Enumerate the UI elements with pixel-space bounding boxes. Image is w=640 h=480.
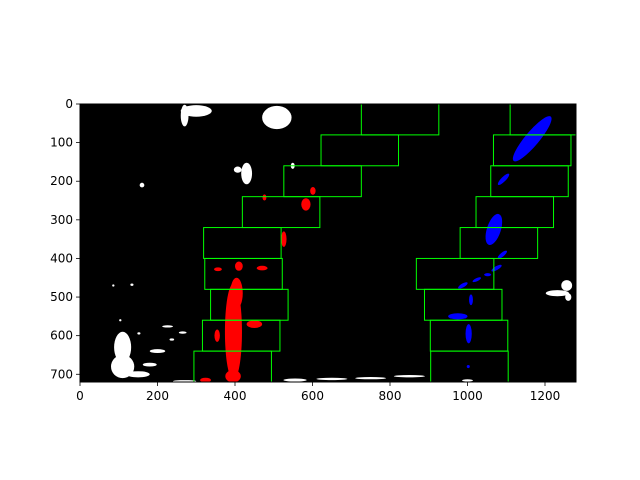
y-tick-label: 500 bbox=[50, 290, 73, 304]
noise-pixel-blob bbox=[565, 293, 572, 301]
right-lane-pixel-blob bbox=[458, 282, 468, 289]
right-lane-pixel-blob bbox=[484, 273, 492, 277]
window-layer bbox=[193, 104, 576, 382]
left-lane-pixel-blob bbox=[281, 231, 287, 247]
noise-pixel-blob bbox=[162, 325, 173, 328]
noise-pixel-blob bbox=[130, 283, 134, 286]
right-lane-pixel-blob bbox=[466, 365, 470, 369]
noise-pixel-blob bbox=[233, 166, 242, 173]
right-lane-search-window bbox=[509, 104, 576, 136]
noise-pixel-blob bbox=[139, 182, 145, 188]
noise-pixel-blob bbox=[114, 331, 132, 363]
right-lane-pixel-blob bbox=[469, 294, 473, 306]
right-lane-pixel-blob bbox=[448, 313, 468, 320]
left-lane-pixel-blob bbox=[301, 198, 311, 211]
noise-pixel-blob bbox=[111, 354, 135, 379]
left-lane-layer bbox=[200, 187, 316, 382]
x-tick-label: 1000 bbox=[452, 389, 483, 403]
left-lane-search-window bbox=[241, 196, 321, 229]
axes-frame bbox=[79, 103, 577, 383]
noise-pixel-blob bbox=[545, 290, 570, 297]
right-lane-pixel-blob bbox=[512, 116, 552, 162]
left-lane-pixel-blob bbox=[214, 267, 222, 272]
left-lane-pixel-blob bbox=[256, 265, 268, 271]
x-tick-label: 0 bbox=[76, 389, 84, 403]
noise-pixel-blob bbox=[462, 379, 473, 382]
right-lane-pixel-blob bbox=[485, 213, 503, 246]
noise-pixel-blob bbox=[180, 104, 189, 127]
noise-pixel-blob bbox=[355, 376, 387, 380]
x-axis: 0 200 400 600 800 1000 1200 bbox=[76, 382, 560, 403]
right-lane-pixel-blob bbox=[465, 324, 472, 344]
left-lane-pixel-blob bbox=[246, 320, 263, 328]
noise-pixel-blob bbox=[393, 375, 425, 378]
noise-pixel-blob bbox=[180, 105, 212, 117]
right-lane-search-window bbox=[415, 257, 495, 290]
y-tick-label: 0 bbox=[65, 97, 73, 111]
noise-pixel-blob bbox=[142, 362, 157, 367]
y-tick-label: 400 bbox=[50, 251, 73, 265]
left-lane-pixel-blob bbox=[225, 370, 241, 382]
noise-pixel-blob bbox=[561, 280, 573, 291]
noise-pixel-blob bbox=[262, 105, 292, 130]
x-tick-label: 800 bbox=[379, 389, 402, 403]
noise-pixel-blob bbox=[283, 378, 307, 382]
right-lane-layer bbox=[448, 116, 552, 369]
noise-pixel-blob bbox=[316, 377, 348, 381]
noise-pixel-blob bbox=[178, 331, 187, 334]
left-lane-pixel-blob bbox=[310, 187, 316, 195]
x-tick-label: 400 bbox=[224, 389, 247, 403]
noise-pixel-blob bbox=[126, 371, 150, 378]
noise-pixel-blob bbox=[119, 319, 122, 322]
x-tick-label: 1200 bbox=[530, 389, 561, 403]
left-lane-pixel-blob bbox=[230, 277, 243, 309]
noise-pixel-blob bbox=[112, 284, 115, 287]
left-lane-pixel-blob bbox=[214, 329, 220, 342]
noise-pixel-blob bbox=[149, 349, 166, 354]
y-tick-label: 200 bbox=[50, 174, 73, 188]
y-tick-label: 100 bbox=[50, 136, 73, 150]
left-lane-pixel-blob bbox=[262, 194, 267, 201]
right-lane-pixel-blob bbox=[497, 173, 510, 185]
noise-layer bbox=[111, 104, 573, 382]
y-axis: 0 100 200 300 400 500 600 700 bbox=[50, 97, 80, 381]
right-lane-pixel-blob bbox=[497, 250, 507, 259]
y-tick-label: 600 bbox=[50, 329, 73, 343]
left-lane-pixel-blob bbox=[235, 261, 243, 271]
noise-pixel-blob bbox=[241, 162, 253, 185]
y-tick-label: 300 bbox=[50, 213, 73, 227]
left-lane-pixel-blob bbox=[200, 377, 211, 382]
noise-pixel-blob bbox=[137, 332, 141, 335]
right-lane-pixel-blob bbox=[472, 277, 482, 283]
x-tick-label: 200 bbox=[146, 389, 169, 403]
left-lane-search-window bbox=[360, 104, 440, 136]
noise-pixel-blob bbox=[169, 338, 175, 341]
axes-background bbox=[80, 104, 576, 382]
x-tick-label: 600 bbox=[301, 389, 324, 403]
y-tick-label: 700 bbox=[50, 367, 73, 381]
left-lane-search-window bbox=[320, 134, 400, 167]
